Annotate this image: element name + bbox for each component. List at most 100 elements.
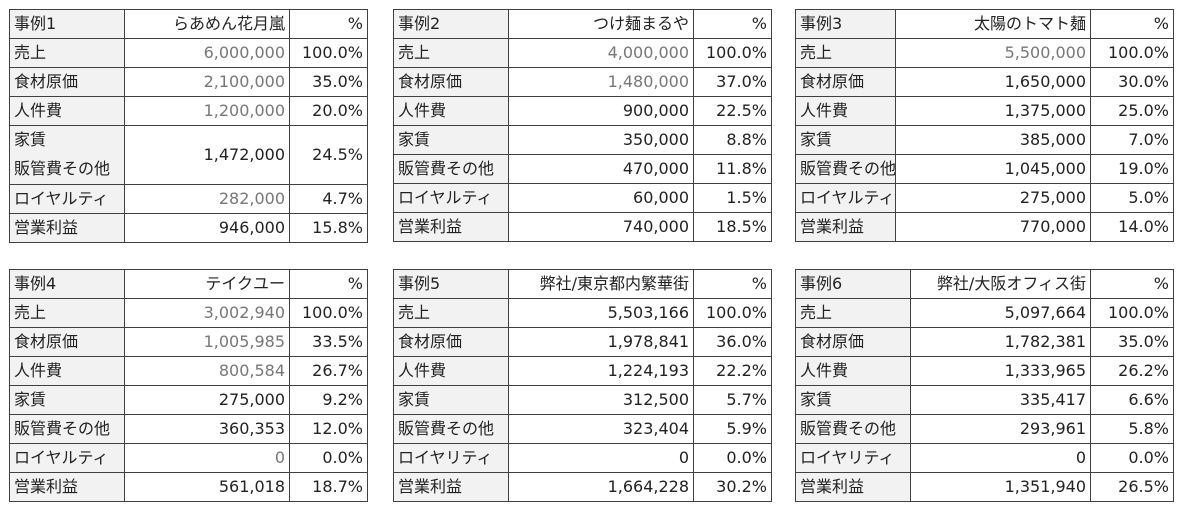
row-label: ロイヤリティ <box>795 443 911 473</box>
table-header-row: 事例5 弊社/東京都内繁華街 % <box>393 269 772 299</box>
row-pct: 26.7% <box>289 356 368 386</box>
row-pct: 37.0% <box>693 67 772 97</box>
row-label: 家賃 <box>9 385 125 415</box>
row-pct: 12.0% <box>289 414 368 444</box>
row-value: 1,650,000 <box>895 67 1091 97</box>
row-label: ロイヤルティ <box>9 184 125 214</box>
row-pct: 9.2% <box>289 385 368 415</box>
table-row: 販管費その他 323,404 5.9% <box>393 414 772 444</box>
table-row: ロイヤルティ 60,000 1.5% <box>393 183 772 213</box>
row-label: 人件費 <box>795 96 896 126</box>
row-pct: 4.7% <box>289 184 368 214</box>
table-row: 食材原価 1,005,985 33.5% <box>9 327 368 357</box>
row-value: 282,000 <box>124 184 290 214</box>
table-row: 人件費 900,000 22.5% <box>393 96 772 126</box>
table-row: 販管費その他 293,961 5.8% <box>795 414 1174 444</box>
row-pct: 26.2% <box>1090 356 1174 386</box>
case-id: 事例2 <box>393 9 509 39</box>
row-label: 販管費その他 <box>9 414 125 444</box>
row-pct: 100.0% <box>693 298 772 328</box>
row-value: 275,000 <box>124 385 290 415</box>
row-value: 3,002,940 <box>124 298 290 328</box>
row-pct: 26.5% <box>1090 472 1174 502</box>
case-name: テイクユー <box>124 269 290 299</box>
row-label: 営業利益 <box>393 212 509 242</box>
pct-header: % <box>693 269 772 299</box>
row-pct: 100.0% <box>693 38 772 68</box>
table-row: 売上 5,503,166 100.0% <box>393 298 772 328</box>
row-pct: 100.0% <box>289 38 368 68</box>
row-pct: 1.5% <box>693 183 772 213</box>
row-label: 人件費 <box>795 356 911 386</box>
table-row: 家賃 385,000 7.0% <box>795 125 1174 155</box>
row-label: ロイヤルティ <box>795 183 896 213</box>
row-label: 売上 <box>393 38 509 68</box>
row-value: 275,000 <box>895 183 1091 213</box>
table-row: 人件費 1,333,965 26.2% <box>795 356 1174 386</box>
row-pct: 33.5% <box>289 327 368 357</box>
table-row: 売上 3,002,940 100.0% <box>9 298 368 328</box>
case6-table: 事例6 弊社/大阪オフィス街 % 売上 5,097,664 100.0% 食材原価 1… <box>795 269 1174 502</box>
row-pct: 36.0% <box>693 327 772 357</box>
row-label: 家賃 <box>393 125 509 155</box>
row-pct: 30.2% <box>693 472 772 502</box>
table-row: 売上 5,500,000 100.0% <box>795 38 1174 68</box>
table-row: ロイヤルティ 275,000 5.0% <box>795 183 1174 213</box>
row-value: 1,472,000 <box>124 125 290 185</box>
row-value: 335,417 <box>910 385 1091 415</box>
row-label: 食材原価 <box>795 327 911 357</box>
case-id: 事例6 <box>795 269 911 299</box>
row-value: 1,224,193 <box>508 356 694 386</box>
row-value: 1,333,965 <box>910 356 1091 386</box>
row-label: 売上 <box>795 38 896 68</box>
case-id: 事例5 <box>393 269 509 299</box>
row-value: 1,978,841 <box>508 327 694 357</box>
row-value: 5,503,166 <box>508 298 694 328</box>
row-value: 293,961 <box>910 414 1091 444</box>
row-label: 人件費 <box>9 96 125 126</box>
row-pct: 14.0% <box>1090 212 1174 242</box>
row-label: 食材原価 <box>393 327 509 357</box>
row-pct: 100.0% <box>289 298 368 328</box>
table-row: ロイヤリティ 0 0.0% <box>393 443 772 473</box>
row-value: 561,018 <box>124 472 290 502</box>
row-pct: 5.8% <box>1090 414 1174 444</box>
table-row: 人件費 800,584 26.7% <box>9 356 368 386</box>
row-pct: 15.8% <box>289 213 368 243</box>
row-label: 食材原価 <box>393 67 509 97</box>
table-row: 食材原価 1,978,841 36.0% <box>393 327 772 357</box>
table-header-row: 事例1 らあめん花月嵐 % <box>9 9 368 39</box>
row-value: 740,000 <box>508 212 694 242</box>
table-row: 家賃 350,000 8.8% <box>393 125 772 155</box>
table-row: ロイヤリティ 0 0.0% <box>795 443 1174 473</box>
row-value: 1,351,940 <box>910 472 1091 502</box>
row-value: 360,353 <box>124 414 290 444</box>
case-id: 事例4 <box>9 269 125 299</box>
pct-header: % <box>693 9 772 39</box>
row-label: 販管費その他 <box>393 414 509 444</box>
row-value: 5,500,000 <box>895 38 1091 68</box>
table-row: 営業利益 1,351,940 26.5% <box>795 472 1174 502</box>
row-value: 2,100,000 <box>124 67 290 97</box>
row-label: 営業利益 <box>9 472 125 502</box>
row-pct: 0.0% <box>289 443 368 473</box>
table-header-row: 事例6 弊社/大阪オフィス街 % <box>795 269 1174 299</box>
row-value: 770,000 <box>895 212 1091 242</box>
row-value: 1,664,228 <box>508 472 694 502</box>
table-row: 家賃 335,417 6.6% <box>795 385 1174 415</box>
row-pct: 18.7% <box>289 472 368 502</box>
table-row: 営業利益 946,000 15.8% <box>9 213 368 243</box>
table-row: 食材原価 1,480,000 37.0% <box>393 67 772 97</box>
row-label: 家賃 <box>393 385 509 415</box>
table-row: 販管費その他 360,353 12.0% <box>9 414 368 444</box>
row-label: ロイヤルティ <box>393 183 509 213</box>
case-name: 弊社/東京都内繁華街 <box>508 269 694 299</box>
table-row: 販管費その他 1,045,000 19.0% <box>795 154 1174 184</box>
row-pct: 35.0% <box>1090 327 1174 357</box>
row-label: 売上 <box>393 298 509 328</box>
table-row: 営業利益 740,000 18.5% <box>393 212 772 242</box>
row-value: 1,782,381 <box>910 327 1091 357</box>
row-value: 800,584 <box>124 356 290 386</box>
row-pct: 6.6% <box>1090 385 1174 415</box>
table-row: ロイヤルティ 282,000 4.7% <box>9 184 368 214</box>
